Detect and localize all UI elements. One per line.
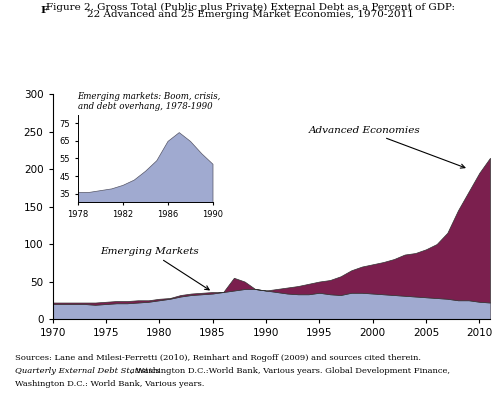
Text: F: F xyxy=(40,6,48,15)
Text: , Washington D.C.:World Bank, Various years. Global Development Finance,: , Washington D.C.:World Bank, Various ye… xyxy=(15,367,450,375)
Text: Washington D.C.: World Bank, Various years.: Washington D.C.: World Bank, Various yea… xyxy=(15,380,204,388)
Text: Advanced Economies: Advanced Economies xyxy=(308,126,465,168)
Text: Figure 2. Gross Total (Public plus Private) External Debt as a Percent of GDP:: Figure 2. Gross Total (Public plus Priva… xyxy=(46,3,455,12)
Text: Emerging Markets: Emerging Markets xyxy=(100,247,209,290)
Text: Sources: Lane and Milesi-Ferretti (2010), Reinhart and Rogoff (2009) and sources: Sources: Lane and Milesi-Ferretti (2010)… xyxy=(15,354,424,362)
Text: Emerging markets: Boom, crisis,
and debt overhang, 1978-1990: Emerging markets: Boom, crisis, and debt… xyxy=(78,92,221,111)
Text: 22 Advanced and 25 Emerging Market Economies, 1970-2011: 22 Advanced and 25 Emerging Market Econo… xyxy=(86,10,413,19)
Text: Quarterly External Debt Statistics: Quarterly External Debt Statistics xyxy=(15,367,160,375)
